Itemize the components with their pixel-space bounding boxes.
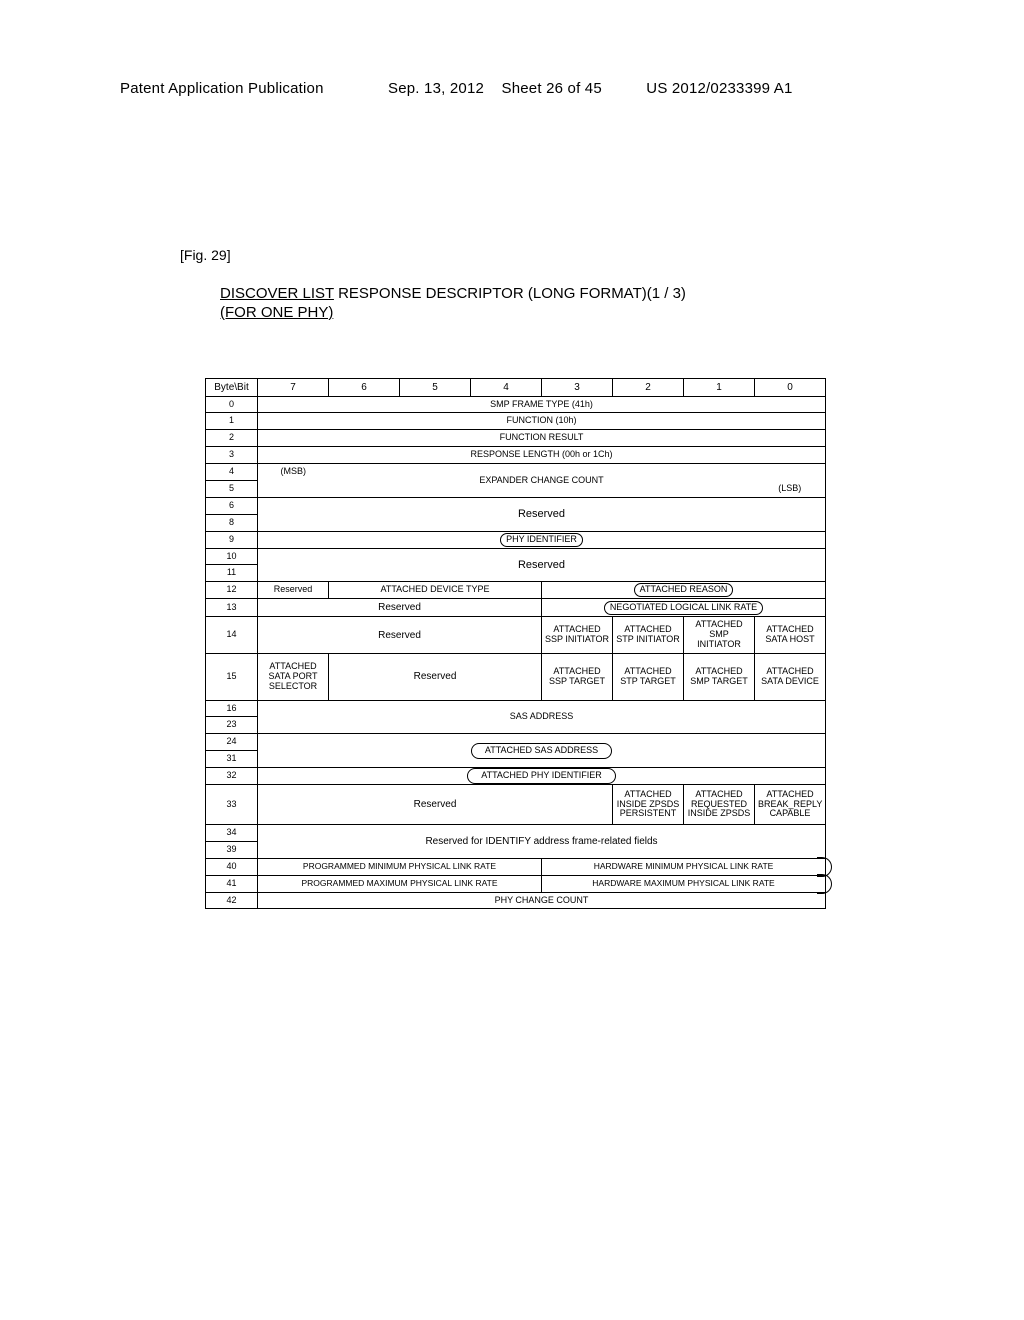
cell-attached-ssp-target: ATTACHED SSP TARGET	[542, 653, 613, 700]
bit-7: 7	[258, 378, 329, 396]
byte-41: 41	[206, 875, 258, 892]
byte-8: 8	[206, 514, 258, 531]
byte-3: 3	[206, 447, 258, 464]
cell-prog-min-rate: PROGRAMMED MINIMUM PHYSICAL LINK RATE	[258, 858, 542, 875]
byte-40: 40	[206, 858, 258, 875]
cell-attached-smp-initiator: ATTACHED SMP INITIATOR	[684, 617, 755, 654]
cell-attached-ssp-initiator: ATTACHED SSP INITIATOR	[542, 617, 613, 654]
byte-31: 31	[206, 751, 258, 768]
bit-6: 6	[329, 378, 400, 396]
cell-13-reserved: Reserved	[258, 599, 542, 617]
header-date: Sep. 13, 2012	[388, 80, 484, 97]
page-header: Patent Application Publication Sep. 13, …	[90, 80, 934, 97]
cell-response-length: RESPONSE LENGTH (00h or 1Ch)	[258, 447, 826, 464]
header-pubno: US 2012/0233399 A1	[646, 80, 792, 97]
title-underline-2: (FOR ONE PHY)	[220, 304, 333, 321]
bit-2: 2	[613, 378, 684, 396]
figure-label: [Fig. 29]	[180, 247, 934, 263]
bit-4: 4	[471, 378, 542, 396]
cell-attached-requested-inside-zpsds: ATTACHED REQUESTED INSIDE ZPSDS	[684, 784, 755, 824]
cell-sas-address: SAS ADDRESS	[329, 700, 755, 734]
cell-attached-phy-identifier: ATTACHED PHY IDENTIFIER	[258, 768, 826, 785]
cell-expander-change-count: EXPANDER CHANGE COUNT	[329, 464, 755, 498]
cell-attached-sata-host: ATTACHED SATA HOST	[755, 617, 826, 654]
cap-attached-sas-address: ATTACHED SAS ADDRESS	[485, 746, 598, 756]
byte-6: 6	[206, 497, 258, 514]
header-sheet: Sheet 26 of 45	[502, 80, 602, 97]
byte-16: 16	[206, 700, 258, 717]
byte-24: 24	[206, 734, 258, 751]
cell-attached-stp-target: ATTACHED STP TARGET	[613, 653, 684, 700]
byte-1: 1	[206, 413, 258, 430]
cell-33-reserved: Reserved	[258, 784, 613, 824]
bit-3: 3	[542, 378, 613, 396]
cap-negotiated-link-rate: NEGOTIATED LOGICAL LINK RATE	[610, 603, 757, 613]
byte-39: 39	[206, 841, 258, 858]
cell-reserved-10-11: Reserved	[329, 548, 755, 582]
byte-9: 9	[206, 531, 258, 548]
cell-reserved-identify: Reserved for IDENTIFY address frame-rela…	[329, 824, 755, 858]
cell-attached-stp-initiator: ATTACHED STP INITIATOR	[613, 617, 684, 654]
cell-15-reserved: Reserved	[329, 653, 542, 700]
cell-prog-max-rate: PROGRAMMED MAXIMUM PHYSICAL LINK RATE	[258, 875, 542, 892]
byte-33: 33	[206, 784, 258, 824]
byte-11: 11	[206, 565, 258, 582]
cell-attached-device-type: ATTACHED DEVICE TYPE	[329, 582, 542, 599]
byte-2: 2	[206, 430, 258, 447]
cell-negotiated-link-rate: NEGOTIATED LOGICAL LINK RATE	[542, 599, 826, 617]
byte-13: 13	[206, 599, 258, 617]
cell-14-reserved: Reserved	[258, 617, 542, 654]
cell-function-result: FUNCTION RESULT	[258, 430, 826, 447]
byte-34: 34	[206, 824, 258, 841]
byte-15: 15	[206, 653, 258, 700]
cell-lsb: (LSB)	[755, 480, 826, 497]
cell-attached-sata-port-selector: ATTACHED SATA PORT SELECTOR	[258, 653, 329, 700]
cell-attached-break-reply-capable: ATTACHED BREAK_REPLY CAPABLE	[755, 784, 826, 824]
byte-0: 0	[206, 396, 258, 413]
cap-phy-identifier: PHY IDENTIFIER	[506, 535, 577, 545]
cell-12-reserved: Reserved	[258, 582, 329, 599]
cell-attached-smp-target: ATTACHED SMP TARGET	[684, 653, 755, 700]
cell-hw-min-rate: HARDWARE MINIMUM PHYSICAL LINK RATE	[542, 858, 826, 875]
cell-hw-max-rate: HARDWARE MAXIMUM PHYSICAL LINK RATE	[542, 875, 826, 892]
cell-attached-sas-address: ATTACHED SAS ADDRESS	[329, 734, 755, 768]
cell-blank-left	[258, 480, 329, 497]
byte-14: 14	[206, 617, 258, 654]
title-underline-1: DISCOVER LIST	[220, 285, 334, 302]
bit-1: 1	[684, 378, 755, 396]
page: Patent Application Publication Sep. 13, …	[0, 0, 1024, 949]
figure-title: DISCOVER LIST RESPONSE DESCRIPTOR (LONG …	[220, 285, 934, 323]
byte-12: 12	[206, 582, 258, 599]
bit-5: 5	[400, 378, 471, 396]
byte-23: 23	[206, 717, 258, 734]
cell-phy-change-count: PHY CHANGE COUNT	[258, 892, 826, 909]
bytebit-header: Byte\Bit	[206, 378, 258, 396]
byte-10: 10	[206, 548, 258, 565]
byte-5: 5	[206, 480, 258, 497]
byte-32: 32	[206, 768, 258, 785]
cell-msb: (MSB)	[258, 464, 329, 481]
cell-smp-frame-type: SMP FRAME TYPE (41h)	[258, 396, 826, 413]
cell-attached-reason: ATTACHED REASON	[542, 582, 826, 599]
cell-phy-identifier: PHY IDENTIFIER	[258, 531, 826, 548]
cell-attached-sata-device: ATTACHED SATA DEVICE	[755, 653, 826, 700]
cap-attached-reason: ATTACHED REASON	[640, 585, 728, 595]
title-rest-1: RESPONSE DESCRIPTOR (LONG FORMAT)(1 / 3)	[334, 285, 686, 302]
cell-blank-top	[755, 464, 826, 481]
byte-4: 4	[206, 464, 258, 481]
descriptor-table-wrap: Byte\Bit 7 6 5 4 3 2 1 0 0SMP FRAME TYPE…	[205, 378, 825, 910]
cell-reserved-6-8: Reserved	[329, 497, 755, 531]
cap-attached-phy-identifier: ATTACHED PHY IDENTIFIER	[481, 771, 602, 781]
descriptor-table: Byte\Bit 7 6 5 4 3 2 1 0 0SMP FRAME TYPE…	[205, 378, 826, 910]
table-header-row: Byte\Bit 7 6 5 4 3 2 1 0	[206, 378, 826, 396]
bit-0: 0	[755, 378, 826, 396]
header-publication: Patent Application Publication	[120, 80, 324, 97]
cell-attached-inside-zpsds-persistent: ATTACHED INSIDE ZPSDS PERSISTENT	[613, 784, 684, 824]
byte-42: 42	[206, 892, 258, 909]
cell-function: FUNCTION (10h)	[258, 413, 826, 430]
